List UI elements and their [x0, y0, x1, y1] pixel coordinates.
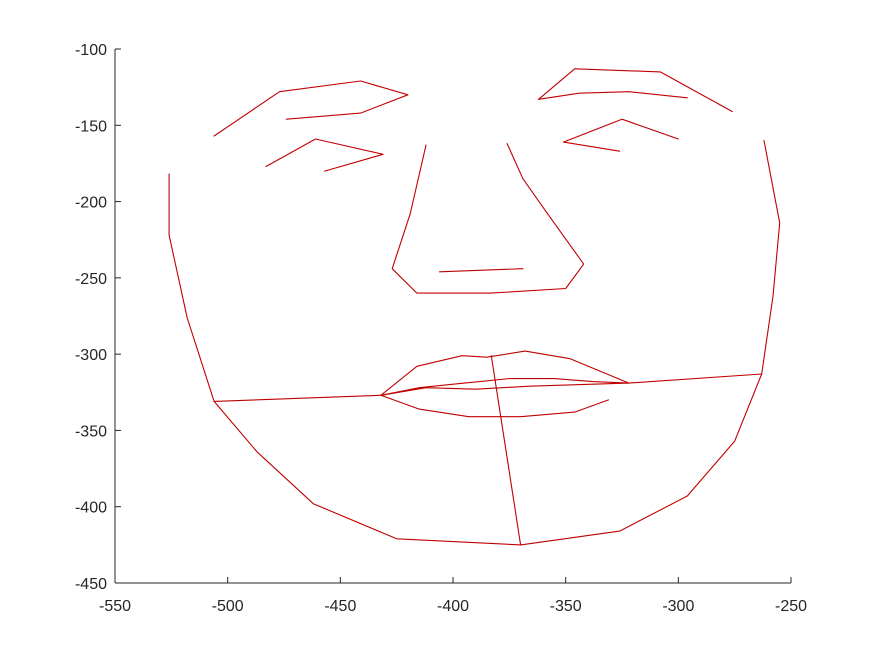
series-line-2 [265, 138, 384, 172]
x-tick-label: -550 [99, 598, 131, 615]
series-line-13 [213, 394, 382, 402]
y-tick-label: -200 [75, 195, 107, 212]
series-line-9 [380, 350, 630, 396]
series-line-11 [380, 382, 630, 396]
series-line-12 [380, 394, 610, 418]
face-wireframe [168, 68, 781, 546]
x-tick-label: -350 [550, 598, 582, 615]
x-tick-label: -400 [437, 598, 469, 615]
series-line-3 [538, 68, 733, 113]
y-tick-label: -100 [75, 42, 107, 59]
series-line-15 [490, 355, 522, 546]
series-line-0 [168, 139, 781, 546]
series-line-8 [438, 268, 524, 273]
y-tick-label: -450 [75, 576, 107, 593]
series-line-1 [213, 80, 409, 137]
y-tick-label: -250 [75, 271, 107, 288]
series-line-14 [628, 373, 763, 384]
series-line-4 [538, 91, 688, 100]
series-line-10 [380, 378, 630, 396]
series-line-6 [562, 141, 621, 152]
x-tick-label: -450 [324, 598, 356, 615]
series-line-7 [391, 143, 585, 294]
y-tick-label: -400 [75, 500, 107, 517]
x-tick-label: -250 [775, 598, 807, 615]
y-tick-label: -300 [75, 347, 107, 364]
y-tick-label: -350 [75, 423, 107, 440]
x-tick-label: -500 [212, 598, 244, 615]
series-line-5 [562, 118, 679, 143]
y-tick-label: -150 [75, 118, 107, 135]
axes: -550 -500 -450 -400 -350 -300 -250 -100 -150 -200… [75, 42, 807, 615]
x-tick-label: -300 [662, 598, 694, 615]
